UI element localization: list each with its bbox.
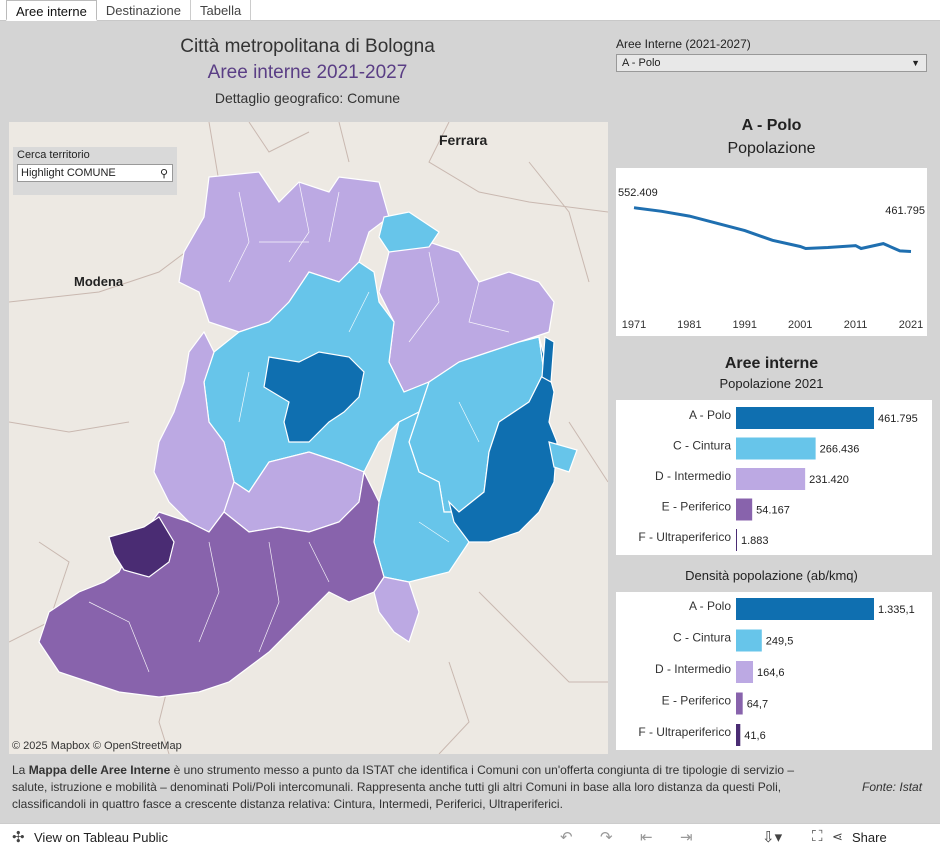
page-title: Città metropolitana di Bologna	[180, 36, 435, 57]
bar-value-label: 164,6	[757, 667, 785, 679]
bar-category-label: D - Intermedio	[655, 469, 731, 483]
region-polo-bologna	[263, 351, 365, 443]
bar-value-label: 1.335,1	[878, 604, 915, 616]
region-polo-strip	[541, 336, 555, 383]
comuni-borders	[88, 181, 510, 673]
map-attribution[interactable]: © 2025 Mapbox © OpenStreetMap	[12, 740, 182, 752]
search-placeholder: Highlight COMUNE	[21, 167, 116, 179]
x-tick-label: 2011	[844, 319, 868, 331]
map-canvas	[9, 122, 608, 754]
aree-interne-dropdown[interactable]: A - Polo ▼	[616, 54, 927, 72]
description-bold: Mappa delle Aree Interne	[28, 763, 171, 777]
bar-value-label: 231.420	[809, 474, 849, 486]
city-label-modena: Modena	[74, 274, 124, 289]
bar-category-label: A - Polo	[689, 599, 731, 613]
city-label-ferrara: Ferrara	[439, 132, 488, 148]
description-text: La Mappa delle Aree Interne è uno strume…	[12, 762, 832, 813]
population-line	[633, 206, 912, 253]
search-territory-panel: Cerca territorio Highlight COMUNE ⚲	[13, 147, 177, 195]
bar	[736, 437, 816, 460]
dropdown-selected-value: A - Polo	[622, 57, 661, 69]
view-on-tableau-link[interactable]: View on Tableau Public	[34, 830, 168, 845]
line-chart-subtitle: Popolazione	[727, 140, 816, 157]
bars-dens-title: Densità popolazione (ab/kmq)	[685, 568, 858, 583]
tab-tabella[interactable]: Tabella	[191, 0, 252, 21]
line-end-label: 461.795	[885, 205, 925, 217]
x-tick-label: 2001	[788, 319, 812, 331]
forward-icon[interactable]: ⇥	[680, 829, 693, 846]
highlight-comune-input[interactable]: Highlight COMUNE ⚲	[17, 164, 173, 182]
dashboard-header: Città metropolitana di Bologna Aree inte…	[0, 36, 615, 106]
dashboard-tabs: Aree interne Destinazione Tabella	[0, 0, 940, 21]
geo-detail-label: Dettaglio geografico: Comune	[214, 90, 401, 106]
bar-category-label: F - Ultraperiferico	[638, 725, 731, 739]
x-tick-label: 1981	[677, 319, 701, 331]
filter-label: Aree Interne (2021-2027)	[616, 37, 751, 51]
x-tick-label: 2021	[899, 319, 923, 331]
bar-category-label: A - Polo	[689, 408, 731, 422]
bars-pop-subtitle: Popolazione 2021	[719, 376, 824, 391]
search-icon: ⚲	[159, 168, 168, 180]
bar-value-label: 461.795	[878, 413, 918, 425]
download-icon[interactable]: ⇩▾	[762, 829, 783, 846]
source-label: Fonte: Istat	[862, 780, 923, 794]
bar	[736, 498, 753, 521]
bar-value-label: 54.167	[756, 505, 790, 517]
bar-value-label: 41,6	[744, 730, 765, 742]
comuni-regions	[38, 171, 578, 698]
aree-interne-map[interactable]: Ferrara Modena	[9, 122, 608, 754]
search-label: Cerca territorio	[17, 149, 90, 161]
bars-pop-panel: A - Polo 461.795 C - Cintura 266.436 D - Int…	[616, 400, 932, 555]
bar-value-label: 249,5	[766, 636, 794, 648]
tab-destinazione[interactable]: Destinazione	[97, 0, 191, 21]
region-cintura	[548, 441, 578, 473]
bar	[736, 661, 754, 683]
road-lines	[9, 122, 608, 754]
region-ultraperiferico	[108, 516, 175, 578]
bar	[736, 598, 874, 620]
tableau-logo-icon: ✣	[12, 829, 25, 846]
density-bar-chart: A - Polo 1.335,1 C - Cintura 249,5 D - Inter…	[638, 598, 915, 746]
x-tick-label: 1971	[622, 319, 646, 331]
page-subtitle: Aree interne 2021-2027	[207, 62, 408, 83]
population-line-chart: 552.409 461.795 1971 1981 1991 2001 2011 2021	[618, 187, 925, 331]
dropdown-arrow-icon: ▼	[911, 58, 920, 68]
bar-value-label: 266.436	[820, 444, 860, 456]
share-icon[interactable]: ⋖	[832, 829, 843, 844]
fullscreen-icon[interactable]: ⛶	[812, 828, 823, 845]
region-polo-imola	[447, 336, 558, 543]
undo-icon[interactable]: ↶	[560, 829, 573, 846]
x-tick-label: 1991	[733, 319, 757, 331]
tableau-toolbar: ✣ View on Tableau Public ↶ ↷ ⇤ ⇥ ⇩▾ ⛶ ⋖ …	[0, 823, 940, 850]
line-chart-title: A - Polo	[741, 117, 802, 134]
bar	[736, 724, 741, 746]
redo-icon[interactable]: ↷	[600, 829, 613, 846]
bar-category-label: E - Periferico	[662, 500, 732, 514]
bar-value-label: 1.883	[741, 535, 769, 547]
bar-category-label: C - Cintura	[673, 631, 731, 645]
description-pre: La	[12, 763, 29, 777]
bar-category-label: E - Periferico	[662, 694, 732, 708]
line-chart-panel: 552.409 461.795 1971 1981 1991 2001 2011 2021	[616, 168, 927, 336]
bar	[736, 629, 762, 652]
bar	[736, 692, 743, 715]
bar-value-label: 64,7	[747, 699, 768, 711]
bar-category-label: C - Cintura	[673, 439, 731, 453]
line-start-label: 552.409	[618, 187, 658, 199]
description-post: è uno strumento messo a punto da ISTAT c…	[12, 763, 795, 811]
bars-pop-title: Aree interne	[724, 355, 819, 372]
bars-dens-panel: A - Polo 1.335,1 C - Cintura 249,5 D - Inter…	[616, 592, 932, 750]
revert-icon[interactable]: ⇤	[640, 829, 653, 846]
region-intermedio	[373, 576, 420, 643]
region-periferico	[38, 470, 385, 698]
bar-category-label: D - Intermedio	[655, 662, 731, 676]
bar	[736, 468, 806, 490]
bar	[736, 529, 737, 551]
tab-aree-interne[interactable]: Aree interne	[6, 0, 97, 21]
population-bar-chart: A - Polo 461.795 C - Cintura 266.436 D - Int…	[638, 407, 918, 551]
region-cintura	[378, 211, 440, 253]
share-button[interactable]: Share	[852, 830, 887, 845]
bar-category-label: F - Ultraperiferico	[638, 530, 731, 544]
bar	[736, 407, 874, 429]
